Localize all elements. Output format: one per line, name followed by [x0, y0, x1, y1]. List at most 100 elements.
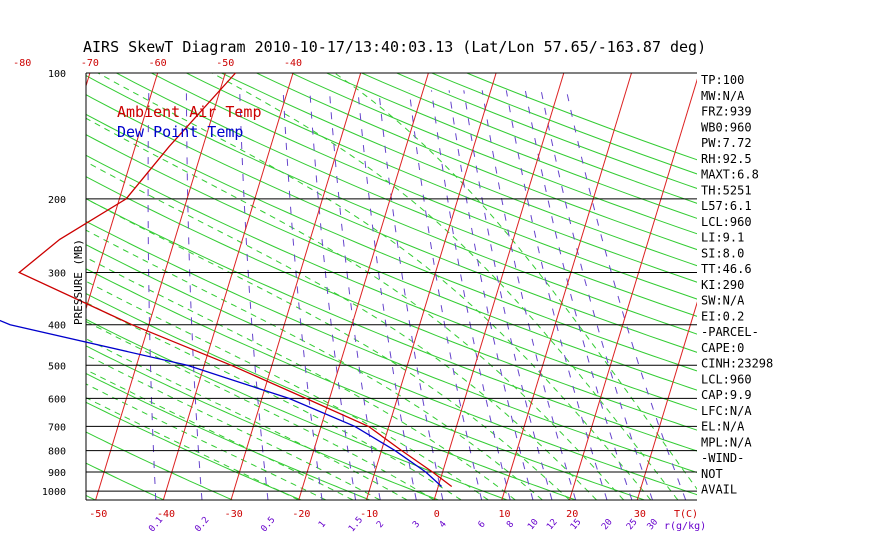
dry-adiabat-line — [185, 73, 697, 283]
index-label: TH:5251 — [701, 183, 752, 197]
index-label: L57:6.1 — [701, 199, 752, 213]
temp-tick-label-top: -70 — [81, 58, 99, 69]
dry-adiabat-line — [86, 268, 646, 500]
dry-adiabat-line — [86, 176, 697, 431]
pressure-tick-label: 900 — [48, 468, 66, 479]
moist-adiabat-line — [86, 320, 435, 500]
isotherm-line — [365, 73, 497, 500]
index-label: TT:46.6 — [701, 262, 752, 276]
index-label: LFC:N/A — [701, 404, 752, 418]
mixing-ratio-label: 30 — [646, 517, 661, 532]
index-label: AVAIL — [701, 483, 737, 497]
mixing-ratio-label: 6 — [477, 519, 488, 530]
dry-adiabat-line — [86, 244, 697, 496]
index-label: MAXT:6.8 — [701, 168, 759, 182]
temp-tick-label-top: -50 — [216, 58, 234, 69]
pressure-tick-label: 700 — [48, 422, 66, 433]
index-label: -WIND- — [701, 451, 744, 465]
mixing-ratio-label: 0.2 — [193, 515, 211, 534]
index-label: NOT — [701, 467, 723, 481]
mixing-ratio-line — [431, 90, 511, 500]
ambient-air-temp-line — [17, 72, 453, 488]
moist-adiabat-line — [211, 73, 679, 500]
dry-adiabat-line — [86, 94, 697, 353]
index-label: -PARCEL- — [701, 325, 759, 339]
temp-tick-label-bottom: -40 — [157, 509, 175, 520]
y-axis-label: PRESSURE (MB) — [72, 239, 85, 325]
pressure-tick-label: 500 — [48, 361, 66, 372]
isotherm-line — [95, 73, 226, 500]
temp-tick-label-bottom: -50 — [89, 509, 107, 520]
index-label: CINH:23298 — [701, 357, 773, 371]
dry-adiabat-line — [220, 73, 697, 267]
dry-adiabat-line — [86, 154, 697, 411]
pressure-tick-label: 100 — [48, 69, 66, 80]
moist-adiabat-line — [86, 256, 516, 500]
isotherm-line — [86, 73, 159, 311]
mixing-ratio-label: 1 — [317, 519, 328, 530]
moist-adiabat-line — [333, 73, 697, 490]
moist-adiabat-line — [86, 161, 597, 500]
dry-adiabat-line — [86, 401, 303, 500]
index-label: PW:7.72 — [701, 136, 752, 150]
mixing-ratio-line — [463, 90, 553, 500]
dry-adiabat-line — [86, 134, 697, 391]
temp-tick-label-top: -40 — [284, 58, 302, 69]
dew-point-temp-line — [0, 319, 443, 487]
x-axis-unit-label: T(C) — [674, 509, 698, 520]
index-label: FRZ:939 — [701, 105, 752, 119]
mixing-ratio-label: 8 — [505, 519, 516, 530]
dry-adiabat-line — [290, 73, 697, 235]
temp-tick-label-bottom: 0 — [434, 509, 440, 520]
temp-tick-label-bottom: 20 — [566, 509, 578, 520]
isotherm-line — [0, 73, 22, 500]
temp-tick-label-bottom: -20 — [292, 509, 310, 520]
temp-tick-label-bottom: 10 — [498, 509, 510, 520]
isotherm-line — [569, 78, 697, 500]
legend-ambient-air-temp: Ambient Air Temp — [117, 103, 262, 121]
mixing-ratio-line — [147, 90, 157, 500]
mixing-ratio-line — [524, 90, 633, 500]
isotherm-line — [230, 73, 362, 500]
mixing-ratio-line — [408, 90, 483, 500]
moist-adiabat-line — [96, 73, 652, 500]
isotherm-line — [773, 73, 870, 500]
index-label: SI:8.0 — [701, 246, 744, 260]
mixing-ratio-label: 2 — [375, 519, 386, 530]
dry-adiabat-line — [86, 431, 234, 500]
temp-tick-label-bottom: -10 — [360, 509, 378, 520]
index-label: SW:N/A — [701, 294, 745, 308]
pressure-tick-label: 200 — [48, 195, 66, 206]
isotherm-line — [433, 73, 565, 500]
index-label: CAPE:0 — [701, 341, 744, 355]
dry-adiabat-line — [86, 113, 697, 372]
moist-adiabat-line — [86, 117, 625, 500]
moist-adiabat-line — [86, 383, 327, 500]
index-label: EI:0.2 — [701, 309, 744, 323]
index-label: MPL:N/A — [701, 435, 752, 449]
mixing-ratio-line — [481, 90, 577, 500]
dry-adiabat-line — [150, 73, 697, 300]
dry-adiabat-line — [86, 293, 578, 500]
chart-data-series — [0, 72, 453, 488]
moist-adiabat-line — [86, 198, 570, 500]
dry-adiabat-line — [86, 74, 697, 335]
chart-title: AIRS SkewT Diagram 2010-10-17/13:40:03.1… — [83, 38, 706, 56]
mixing-ratio-line — [565, 90, 687, 500]
dry-adiabat-line — [86, 345, 440, 500]
temp-tick-label-bottom: 30 — [634, 509, 646, 520]
mixing-ratio-line — [505, 90, 608, 500]
pressure-tick-label: 300 — [48, 269, 66, 280]
index-label: RH:92.5 — [701, 152, 752, 166]
legend-dew-point-temp: Dew Point Temp — [117, 123, 243, 141]
temp-tick-label-top: -60 — [149, 58, 167, 69]
temp-tick-label-top: -80 — [13, 58, 31, 69]
index-label: KI:290 — [701, 278, 744, 292]
index-label: WB0:960 — [701, 120, 752, 134]
moist-adiabat-line — [86, 397, 299, 500]
dry-adiabat-line — [395, 73, 697, 189]
moist-adiabat-line — [86, 338, 408, 500]
mixing-ratio-label: 12 — [545, 517, 560, 532]
dry-adiabat-line — [86, 372, 372, 500]
